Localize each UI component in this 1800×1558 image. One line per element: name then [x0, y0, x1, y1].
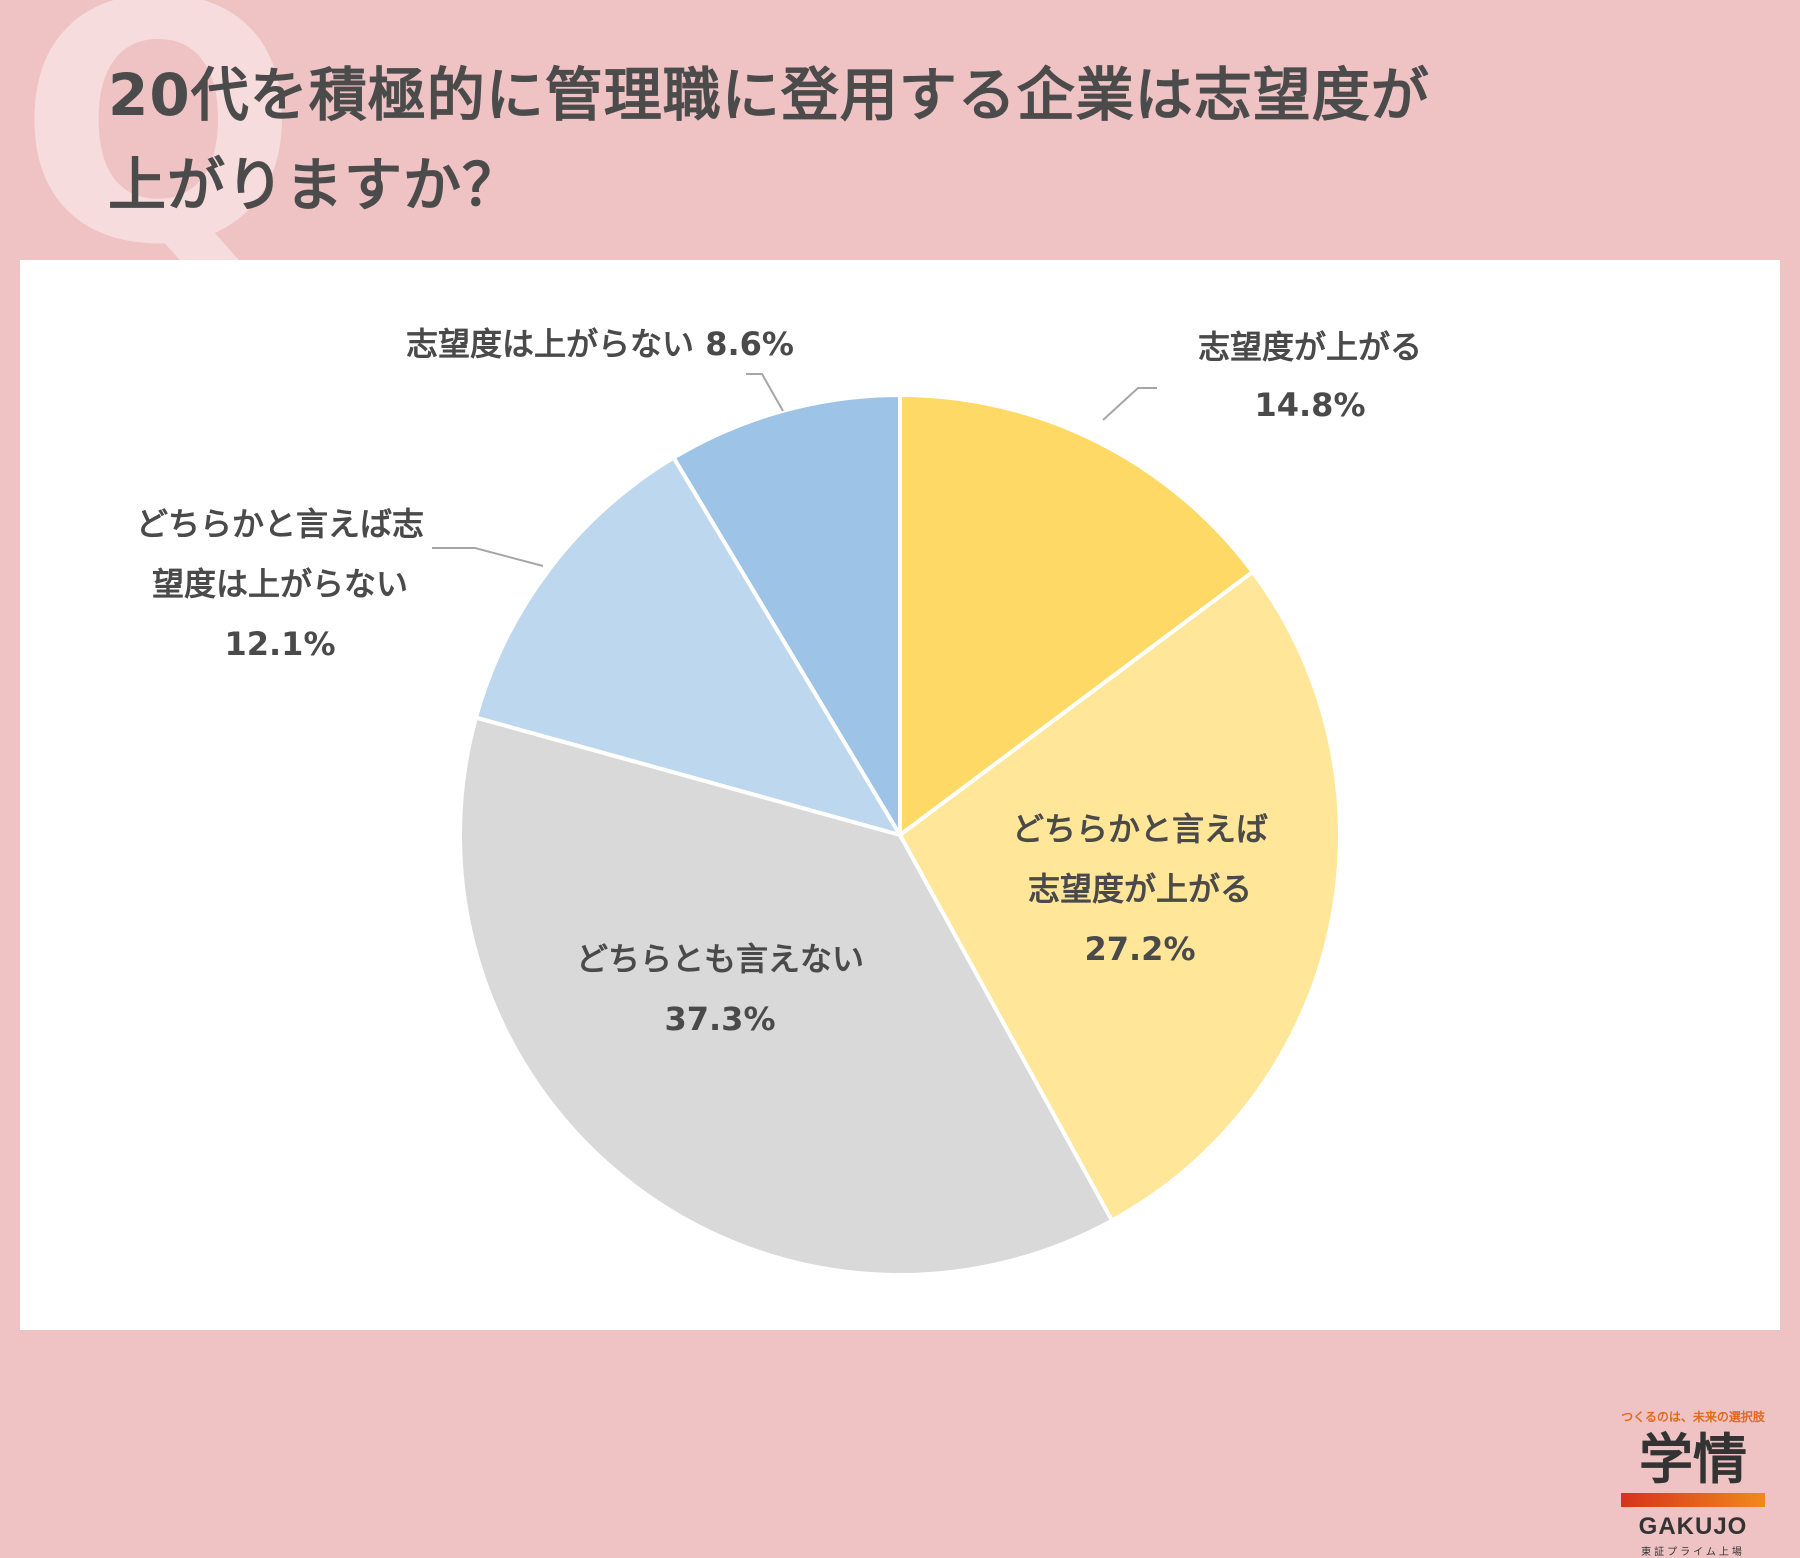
- logo-sub: 東証プライム上場: [1641, 1547, 1745, 1558]
- gakujo-logo: つくるのは、未来の選択肢 学情 GAKUJO 東証プライム上場: [1613, 1408, 1773, 1558]
- title-line-2: 上がりますか？: [108, 151, 522, 219]
- pie-slice-2: [897, 569, 1342, 1224]
- logo-roman: GAKUJO: [1638, 1513, 1748, 1540]
- slice-label-5: 志望度は上がらない 8.6%: [406, 325, 794, 363]
- slice-label-1: 志望度が上がる 14.8%: [1198, 328, 1422, 424]
- leader-line-4: [432, 547, 544, 567]
- pie-chart: 志望度が上がる 14.8%どちらかと言えば志望度が上がる 27.2%どちらとも言えな…: [136, 325, 1422, 1277]
- slice-label-line: 志望度が上がる: [1198, 328, 1422, 366]
- chart-panel: 志望度が上がる 14.8% どちらかと言えば志望度が上がる 27.2% どちらとも言えな…: [20, 260, 1780, 1558]
- q-mark-decoration: Q: [18, 0, 299, 317]
- slice-label-line: どちらかと言えば志: [136, 505, 424, 543]
- pie-slice-1: [898, 392, 1256, 839]
- slice-label-4: どちらかと言えば志望度は上がらない 12.1%: [136, 505, 424, 663]
- leader-line-5: [746, 373, 784, 412]
- slice-label-line: 志望度は上がらない 8.6%: [406, 325, 794, 363]
- slice-label-line: 志望度が上がる: [1028, 870, 1252, 908]
- slice-label-line: 27.2%: [1084, 930, 1195, 968]
- slice-label-line: 望度は上がらない: [152, 565, 408, 603]
- slice-label-line: どちらとも言えない: [576, 940, 864, 978]
- slice-label-line: どちらかと言えば: [1012, 810, 1268, 848]
- pie-slice-4: [473, 454, 905, 839]
- logo-tagline: つくるのは、未来の選択肢: [1621, 1410, 1765, 1424]
- slice-label-3: どちらとも言えない 37.3%: [576, 940, 864, 1038]
- slice-label-line: 37.3%: [664, 1000, 775, 1038]
- title-line-1: 20代を積極的に管理職に登用する企業は志望度が: [108, 61, 1430, 129]
- slice-label-2: どちらかと言えば志望度が上がる 27.2%: [1012, 810, 1268, 968]
- logo-kanji: 学情: [1639, 1428, 1747, 1491]
- logo-bar: [1621, 1493, 1765, 1507]
- pie-slice-3: [458, 715, 1115, 1277]
- leader-line-1: [1102, 387, 1157, 421]
- slice-label-line: 12.1%: [224, 625, 335, 663]
- page-title: 20代を積極的に管理職に登用する企業は志望度が 上がりますか？: [108, 50, 1668, 230]
- slice-label-line: 14.8%: [1254, 386, 1365, 424]
